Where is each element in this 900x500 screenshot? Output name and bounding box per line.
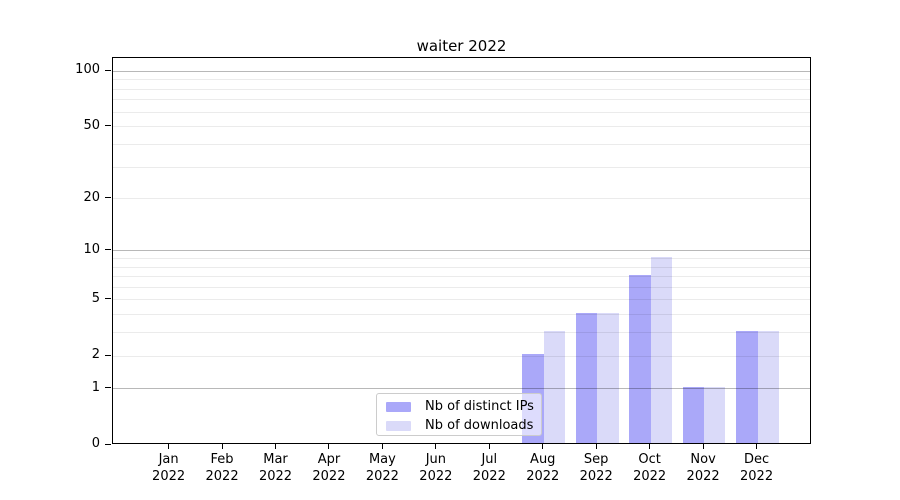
legend-item-downloads: Nb of downloads [386, 418, 534, 434]
y-tick-label-2: 2 [91, 347, 100, 363]
x-tick-sep [595, 444, 597, 449]
x-tick-label-aug: Aug 2022 [526, 452, 560, 484]
bar-downloads-sep [597, 312, 619, 443]
x-tick-apr [328, 444, 330, 449]
y-tick-0 [105, 443, 111, 445]
x-tick-jan [168, 444, 170, 449]
x-tick-label-feb: Feb 2022 [205, 452, 239, 484]
legend-swatch-icon [386, 402, 411, 412]
major-gridline-10 [113, 250, 810, 252]
x-tick-label-jun: Jun 2022 [419, 452, 453, 484]
x-tick-label-mar: Mar 2022 [258, 452, 293, 484]
minor-gridline-60 [113, 111, 810, 113]
y-tick-label-0: 0 [91, 436, 100, 451]
minor-gridline-2 [113, 355, 810, 357]
x-tick-label-jan: Jan 2022 [152, 452, 186, 484]
minor-gridline-9 [113, 258, 810, 260]
x-tick-oct [649, 444, 651, 449]
x-tick-label-nov: Nov 2022 [686, 452, 720, 484]
x-tick-label-sep: Sep 2022 [579, 452, 613, 484]
legend: Nb of distinct IPs Nb of downloads [376, 393, 542, 436]
major-gridline-1 [113, 388, 810, 390]
y-tick-5 [105, 298, 111, 300]
plot-area: Nb of distinct IPs Nb of downloads [112, 57, 811, 444]
y-tick-label-100: 100 [75, 62, 100, 78]
x-tick-aug [542, 444, 544, 449]
minor-gridline-30 [113, 166, 810, 168]
minor-gridline-6 [113, 286, 810, 288]
legend-label: Nb of distinct IPs [425, 399, 534, 414]
x-tick-nov [702, 444, 704, 449]
bar-downloads-oct [650, 256, 673, 443]
bar-downloads-nov [704, 386, 726, 443]
y-tick-50 [105, 125, 111, 127]
y-tick-2 [105, 354, 111, 356]
bar-ips-nov [682, 386, 705, 443]
grid-layer [113, 58, 810, 443]
bar-downloads-dec [757, 330, 779, 443]
bar-ips-dec [736, 330, 758, 443]
y-tick-100 [105, 69, 111, 71]
x-tick-feb [221, 444, 223, 449]
x-tick-jul [488, 444, 490, 449]
minor-gridline-50 [113, 126, 810, 128]
x-tick-label-oct: Oct 2022 [633, 452, 667, 484]
y-tick-label-1: 1 [91, 379, 100, 395]
x-tick-label-may: May 2022 [365, 452, 399, 484]
minor-gridline-90 [113, 79, 810, 81]
x-tick-dec [756, 444, 758, 449]
y-tick-label-20: 20 [83, 189, 100, 205]
bars-layer [113, 58, 810, 443]
minor-gridline-7 [113, 276, 810, 278]
y-tick-1 [105, 387, 111, 389]
minor-gridline-8 [113, 266, 810, 268]
major-gridline-100 [113, 70, 810, 72]
y-tick-label-50: 50 [83, 117, 100, 133]
minor-gridline-3 [113, 332, 810, 334]
bar-ips-sep [575, 312, 598, 443]
minor-gridline-70 [113, 99, 810, 101]
bar-downloads-aug [543, 330, 566, 443]
x-tick-may [381, 444, 383, 449]
x-tick-label-apr: Apr 2022 [312, 452, 346, 484]
legend-swatch-icon [386, 421, 411, 431]
x-tick-jun [435, 444, 437, 449]
legend-item-distinct-ips: Nb of distinct IPs [386, 399, 534, 415]
x-tick-mar [275, 444, 276, 449]
x-tick-label-dec: Dec 2022 [740, 452, 774, 484]
chart-title: waiter 2022 [416, 37, 507, 55]
minor-gridline-5 [113, 299, 810, 301]
minor-gridline-20 [113, 198, 810, 200]
y-tick-label-5: 5 [91, 290, 100, 306]
y-tick-10 [105, 249, 111, 251]
y-tick-20 [105, 197, 111, 199]
x-tick-label-jul: Jul 2022 [472, 452, 506, 484]
bar-ips-oct [629, 274, 651, 443]
minor-gridline-40 [113, 143, 810, 145]
y-tick-label-10: 10 [83, 241, 100, 257]
legend-label: Nb of downloads [425, 418, 534, 433]
minor-gridline-4 [113, 314, 810, 316]
minor-gridline-80 [113, 88, 810, 90]
